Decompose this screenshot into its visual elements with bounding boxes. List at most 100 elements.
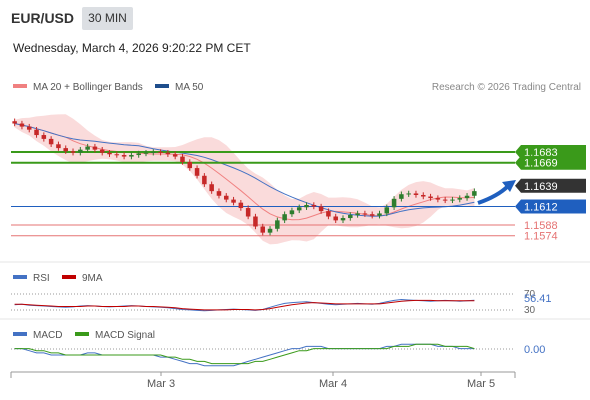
candle-body <box>48 138 54 145</box>
candle <box>464 193 470 201</box>
candle-body <box>143 152 149 154</box>
x-tick-label-mar5: Mar 5 <box>467 378 495 390</box>
candle <box>56 141 61 151</box>
candle-body <box>19 123 25 127</box>
candle <box>34 126 39 138</box>
candle-body <box>114 154 120 156</box>
candle-body <box>472 191 477 196</box>
candle-body <box>311 204 317 207</box>
pivot-tag-bg <box>515 199 586 214</box>
candle <box>289 207 295 217</box>
pivot-value: 1.1612 <box>524 202 558 214</box>
rsi-level-30-label: 30 <box>524 305 536 316</box>
candle-body <box>296 207 302 211</box>
candle-body <box>92 146 98 150</box>
candle <box>275 217 280 232</box>
candle-body <box>180 156 185 162</box>
candle <box>223 193 229 203</box>
candle <box>457 195 463 203</box>
rsi-legend-label: RSI <box>33 273 50 284</box>
candle <box>172 151 178 160</box>
candle-body <box>202 175 207 185</box>
candle <box>63 145 68 154</box>
candle <box>187 159 193 171</box>
candle-body <box>12 121 17 124</box>
candle <box>311 202 317 210</box>
candle <box>129 152 134 160</box>
candle-body <box>406 193 411 195</box>
forecast-arrow <box>477 184 510 205</box>
chart-header: EUR/USD 30 MIN Wednesday, March 4, 2026 … <box>0 0 590 70</box>
candle <box>85 143 90 153</box>
candle-body <box>85 146 90 150</box>
candle-body <box>318 206 324 212</box>
candle <box>143 150 149 157</box>
symbol-title: EUR/USD <box>11 10 75 26</box>
rsi-ma-legend-label: 9MA <box>82 273 103 284</box>
macd-signal-legend-swatch <box>75 332 89 336</box>
candle-body <box>136 153 141 156</box>
rsi-level-70-label: 70 <box>524 289 536 300</box>
candle-body <box>231 199 236 203</box>
candle-body <box>260 226 266 233</box>
candle <box>216 188 222 199</box>
candle-body <box>464 195 470 199</box>
resistance-1-tag-bg <box>515 155 586 170</box>
candle <box>355 210 360 218</box>
candle <box>406 190 411 197</box>
candle <box>245 205 251 220</box>
candle-body <box>107 152 112 155</box>
macd-legend-swatch <box>13 332 27 336</box>
copyright-label: Research © 2026 Trading Central <box>432 82 581 93</box>
candle-body <box>238 202 244 209</box>
candle <box>121 152 127 160</box>
candle-body <box>340 218 346 221</box>
candle-body <box>165 152 171 155</box>
candle-body <box>304 204 309 208</box>
candle <box>253 213 258 230</box>
candle <box>435 195 441 203</box>
candle-body <box>223 195 229 200</box>
rsi-value-label: 56.41 <box>524 293 552 305</box>
candle-body <box>209 184 214 192</box>
current-price-tag-bg <box>515 178 586 193</box>
candle <box>282 211 287 224</box>
ma50-legend-label: MA 50 <box>175 82 204 93</box>
forecast-arrow-head <box>502 180 516 192</box>
timeframe-button[interactable]: 30 MIN <box>82 7 133 30</box>
candle-body <box>129 155 134 157</box>
x-tick-label-mar3: Mar 3 <box>147 378 175 390</box>
candle <box>78 146 83 156</box>
candle <box>428 193 433 201</box>
candle <box>399 191 404 202</box>
candle <box>165 150 171 157</box>
candle <box>19 120 25 130</box>
candle <box>304 202 309 210</box>
candle-body <box>34 129 39 136</box>
candle <box>202 173 207 187</box>
x-tick-label-mar4: Mar 4 <box>319 378 347 390</box>
pivot-tag: 1.1612 <box>515 199 586 214</box>
candle <box>296 204 302 214</box>
candle-body <box>172 154 178 157</box>
candle <box>450 196 455 204</box>
main-legend: MA 20 + Bollinger Bands MA 50 Research ©… <box>13 82 581 93</box>
candle-body <box>399 194 404 199</box>
candle <box>194 165 200 179</box>
candle-body <box>26 126 32 130</box>
macd-signal-line <box>14 343 475 365</box>
macd-value-label: 0.00 <box>524 344 545 356</box>
candle <box>48 136 54 147</box>
candle <box>318 203 324 214</box>
candle-body <box>41 135 47 139</box>
current-price-value: 1.1639 <box>524 181 558 193</box>
ma20-legend-swatch <box>13 84 27 88</box>
candle <box>472 188 477 199</box>
candle <box>238 199 244 211</box>
candle <box>442 196 448 204</box>
candle-body <box>384 207 390 214</box>
candle <box>209 181 214 194</box>
candle-body <box>187 161 193 169</box>
candle <box>369 211 375 219</box>
